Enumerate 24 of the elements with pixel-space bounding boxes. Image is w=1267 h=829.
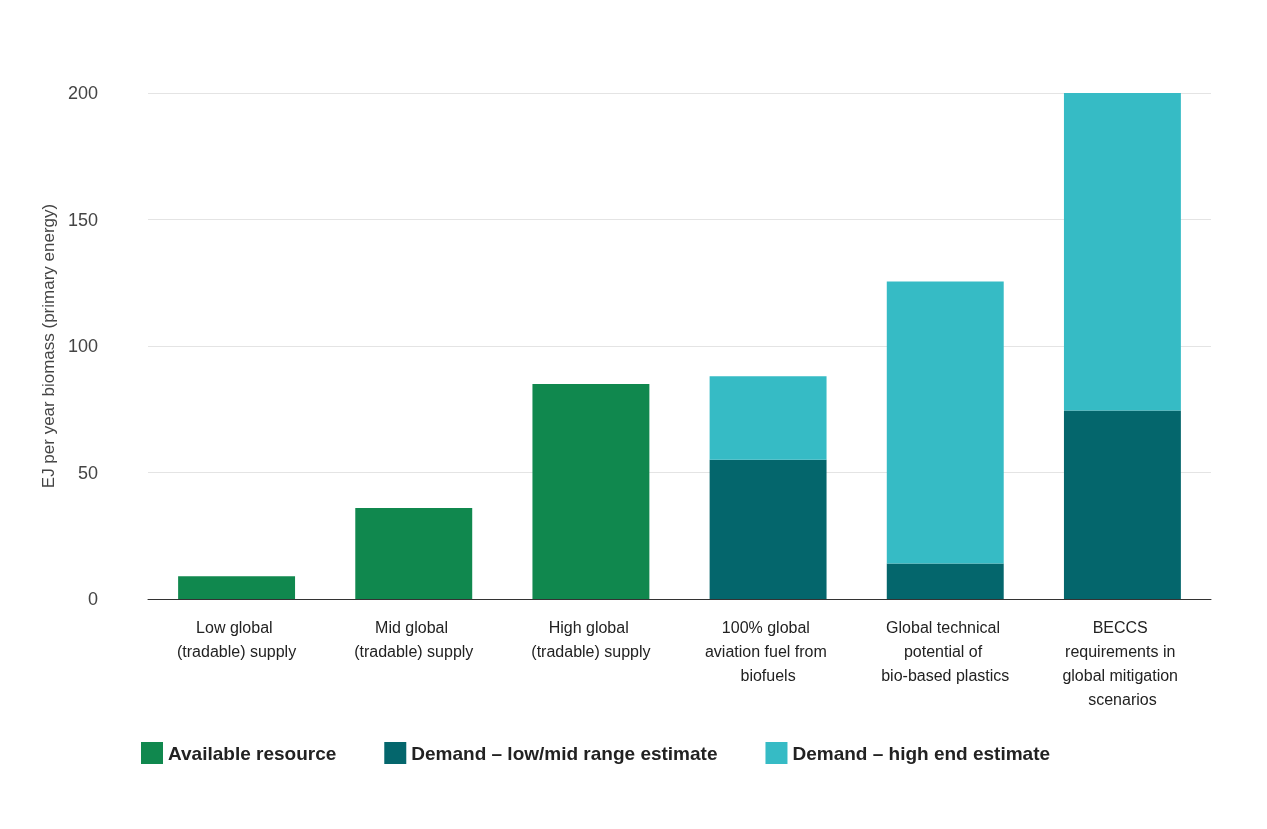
bar	[709, 376, 827, 460]
x-tick-label: High global (tradable) supply	[531, 618, 651, 660]
bar	[178, 576, 296, 599]
y-tick-label: 200	[67, 83, 98, 103]
bar	[355, 507, 473, 599]
bar	[1063, 410, 1181, 599]
legend-label: Demand – low/mid range estimate	[411, 742, 718, 764]
x-tick-label: 100% global aviation fuel from biofuels	[704, 618, 832, 684]
x-tick-label: BECCS requirements in global mitigation scenarios	[1062, 618, 1183, 708]
bar	[532, 383, 650, 599]
legend-label: Demand – high end estimate	[792, 742, 1051, 764]
bar	[1063, 93, 1181, 411]
y-tick-label: 50	[77, 462, 98, 483]
bar	[709, 459, 827, 599]
y-tick-label: 100	[67, 336, 98, 356]
bar	[886, 281, 1004, 564]
x-tick-label: Mid global (tradable) supply	[354, 618, 474, 660]
y-axis-title: EJ per year biomass (primary energy)	[39, 203, 59, 489]
legend-label: Available resource	[168, 742, 337, 764]
bar	[886, 563, 1004, 599]
y-tick-label: 0	[87, 589, 98, 609]
y-tick-label: 150	[67, 209, 98, 230]
x-tick-label: Global technical potential of bio-based plastics	[881, 618, 1010, 684]
x-tick-label: Low global (tradable) supply	[177, 618, 297, 660]
